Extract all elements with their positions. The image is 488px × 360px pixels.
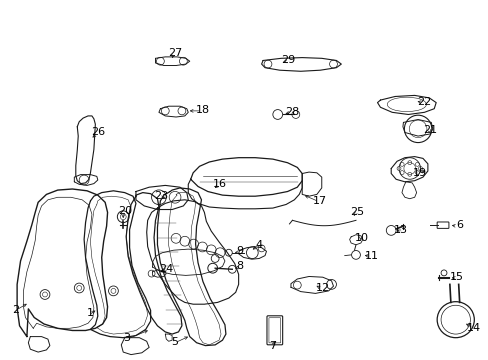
Text: 25: 25 — [349, 207, 363, 217]
Text: 2: 2 — [12, 305, 19, 315]
Text: 5: 5 — [171, 337, 178, 347]
Text: 9: 9 — [236, 246, 243, 256]
Text: 17: 17 — [313, 196, 326, 206]
Text: 6: 6 — [455, 220, 462, 230]
Text: 7: 7 — [269, 341, 276, 351]
Text: 3: 3 — [123, 333, 130, 343]
Text: 16: 16 — [213, 179, 226, 189]
Text: 8: 8 — [236, 261, 243, 271]
Text: 10: 10 — [354, 233, 368, 243]
Text: 22: 22 — [416, 96, 431, 107]
Text: 13: 13 — [393, 225, 407, 235]
Text: 4: 4 — [255, 240, 262, 250]
Text: 19: 19 — [412, 168, 426, 178]
Text: 14: 14 — [467, 323, 480, 333]
Text: 15: 15 — [449, 272, 463, 282]
Text: 12: 12 — [315, 283, 329, 293]
Text: 11: 11 — [364, 251, 378, 261]
Text: 20: 20 — [118, 206, 131, 216]
Text: 23: 23 — [154, 191, 168, 201]
Text: 27: 27 — [167, 48, 182, 58]
Text: 24: 24 — [159, 264, 173, 274]
Text: 21: 21 — [423, 125, 436, 135]
Text: 18: 18 — [196, 105, 209, 115]
Text: 1: 1 — [87, 308, 94, 318]
Text: 28: 28 — [285, 107, 299, 117]
Text: 26: 26 — [91, 127, 104, 138]
Text: 29: 29 — [281, 55, 295, 66]
